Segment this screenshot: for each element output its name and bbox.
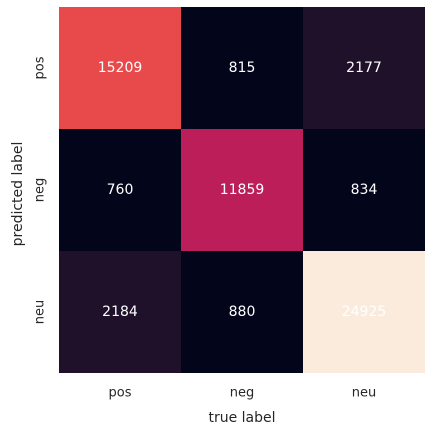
cell-value-label: 880 bbox=[229, 304, 256, 320]
x-axis-label: true label bbox=[208, 410, 275, 426]
cell-value-label: 11859 bbox=[220, 182, 265, 198]
cell-value-label: 15209 bbox=[98, 60, 143, 76]
x-tick-label: neg bbox=[230, 386, 255, 401]
heatmap-cell-pos-pos bbox=[59, 7, 181, 129]
cell-value-label: 2177 bbox=[346, 60, 382, 76]
cell-value-label: 24925 bbox=[342, 304, 387, 320]
heatmap-cells: 15209 815 2177 760 11859 834 2184 880 24925 bbox=[59, 7, 425, 373]
y-axis-label: predicted label bbox=[10, 142, 26, 247]
heatmap-cell-neu-neu bbox=[303, 251, 425, 373]
cell-value-label: 2184 bbox=[102, 304, 138, 320]
x-tick-label: neu bbox=[352, 386, 376, 401]
y-tick-label: pos bbox=[33, 56, 48, 79]
heatmap-cell-neg-pos bbox=[59, 129, 181, 251]
cell-value-label: 760 bbox=[107, 182, 134, 198]
heatmap-cell-neg-neu bbox=[303, 129, 425, 251]
y-tick-labels: pos neg neu bbox=[33, 56, 48, 324]
heatmap-cell-neu-neg bbox=[181, 251, 303, 373]
heatmap-cell-neu-pos bbox=[59, 251, 181, 373]
heatmap-cell-pos-neu bbox=[303, 7, 425, 129]
cell-value-label: 834 bbox=[351, 182, 378, 198]
heatmap-cell-pos-neg bbox=[181, 7, 303, 129]
y-tick-label: neu bbox=[33, 300, 48, 324]
y-tick-label: neg bbox=[33, 178, 48, 203]
x-tick-labels: pos neg neu bbox=[109, 386, 377, 401]
heatmap-cell-neg-neg bbox=[181, 129, 303, 251]
cell-value-label: 815 bbox=[229, 60, 256, 76]
x-tick-label: pos bbox=[109, 386, 132, 401]
